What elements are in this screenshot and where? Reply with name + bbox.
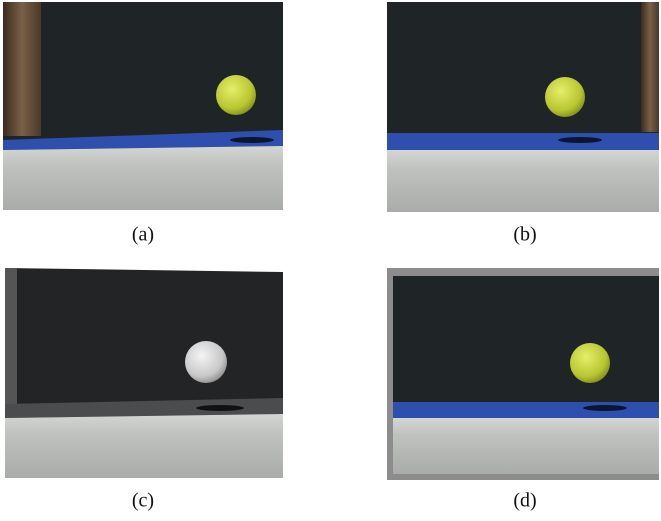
table-front <box>5 414 283 478</box>
ball <box>545 77 585 117</box>
shadow <box>558 137 602 143</box>
table-top <box>387 133 659 150</box>
ball <box>216 75 256 115</box>
shadow <box>196 405 244 411</box>
page: (a) (b) (c) (d) (() => { const data = JS… <box>0 0 661 521</box>
photo-c <box>5 268 283 478</box>
post <box>641 2 659 132</box>
photo-a <box>3 2 283 210</box>
caption: (b) <box>513 224 536 246</box>
ball <box>185 341 227 383</box>
caption: (c) <box>132 490 154 512</box>
figure: (a) (b) (c) (d) <box>0 0 661 521</box>
post <box>5 268 17 408</box>
shadow <box>583 405 627 411</box>
caption: (d) <box>513 490 536 512</box>
caption: (a) <box>132 224 154 246</box>
post <box>3 2 41 136</box>
table-front <box>393 418 659 474</box>
ball <box>570 343 610 383</box>
table-front <box>3 146 283 210</box>
photo-b <box>387 2 659 212</box>
table-front <box>387 150 659 212</box>
photo-d <box>387 268 659 480</box>
shadow <box>230 137 274 143</box>
